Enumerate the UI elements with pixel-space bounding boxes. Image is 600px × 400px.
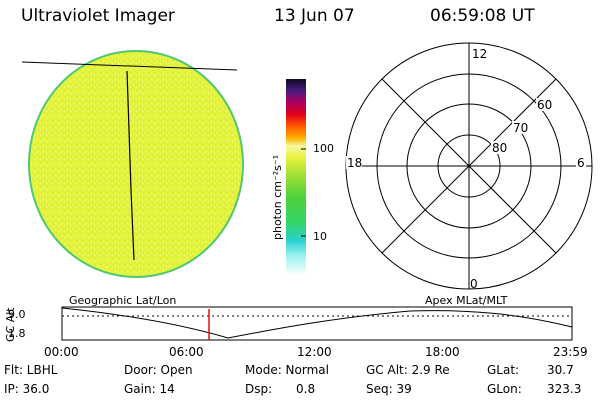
flt-label: Flt: LBHL [4,363,58,377]
timeline-right-title: Apex MLat/MLT [425,294,508,307]
polar-grid [345,42,593,290]
mlt-label-12: 12 [472,47,487,61]
altitude-timeline: Geographic Lat/Lon Apex MLat/MLT 9.0 1.8… [4,294,588,359]
lat-label-60: 60 [537,98,552,112]
mode-label: Mode: Normal [245,363,329,377]
time-tick-2359: 23:59 [553,345,588,359]
lat-label-80: 80 [492,141,507,155]
mlt-label-6: 6 [577,156,585,170]
terminator-line [21,61,238,71]
gc-alt-ymax: 9.0 [8,308,26,321]
seq-label: Seq: 39 [366,382,412,396]
colorbar: 100 10 photon cm⁻²s⁻¹ [271,79,334,276]
uv-image-disk [21,50,244,278]
colorbar-tick-10: 10 [313,230,327,243]
time-tick-1200: 12:00 [297,345,332,359]
mlt-label-18: 18 [347,156,362,170]
colorbar-tick-100: 100 [313,142,334,155]
mlt-label-0: 0 [470,277,478,291]
glat-value: 30.7 [547,363,574,377]
time-label: 06:59:08 UT [430,6,535,26]
gc-alt-curve [61,307,573,339]
polar-labels: 12 18 6 0 60 70 80 [346,47,586,291]
timeline-left-title: Geographic Lat/Lon [69,294,176,307]
glat-label: GLat: [487,363,520,377]
gain-label: Gain: 14 [124,382,175,396]
ip-label: IP: 36.0 [4,382,50,396]
time-tick-0600: 06:00 [169,345,204,359]
gc-alt-label: GC Alt: 2.9 Re [366,363,450,377]
time-tick-0000: 00:00 [44,345,79,359]
glon-label: GLon: [487,382,522,396]
instrument-title: Ultraviolet Imager [21,6,175,26]
dsp-label: Dsp: [245,382,273,396]
colorbar-label: photon cm⁻²s⁻¹ [271,155,284,240]
date-label: 13 Jun 07 [274,6,355,26]
gc-alt-ymin: 1.8 [8,327,26,340]
meridian-line [126,70,135,261]
gc-alt-axis-label: GC Alt [4,307,17,342]
lat-label-70: 70 [513,121,528,135]
time-tick-1800: 18:00 [425,345,460,359]
glon-value: 323.3 [547,382,582,396]
door-label: Door: Open [124,363,193,377]
dsp-value: 0.8 [296,382,316,396]
